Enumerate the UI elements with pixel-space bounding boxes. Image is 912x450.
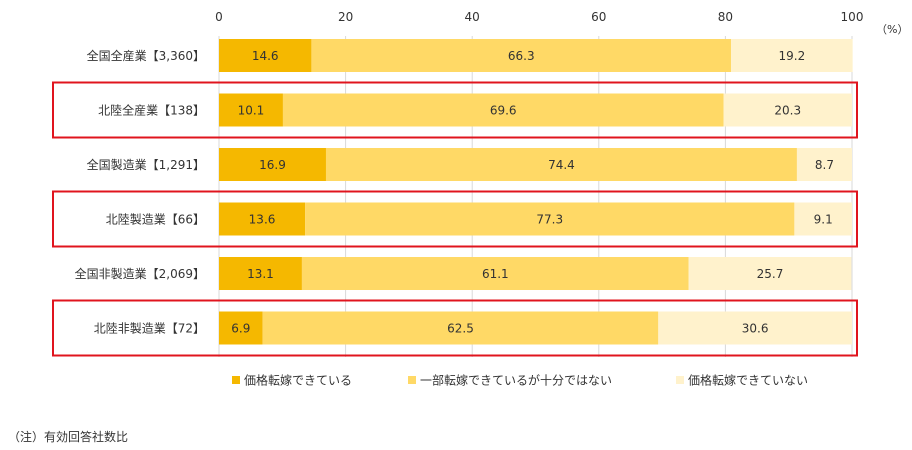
- data-label: 30.6: [742, 322, 769, 336]
- category-label: 全国全産業【3,360】: [87, 48, 205, 63]
- data-label: 61.1: [482, 267, 509, 281]
- bar-segment: [282, 93, 724, 127]
- highlight-box: [52, 81, 858, 139]
- data-label: 16.9: [259, 158, 286, 172]
- data-label: 9.1: [814, 213, 833, 227]
- bar-segment: [311, 39, 732, 72]
- gridlines: [218, 36, 853, 357]
- legend-swatch: [676, 376, 684, 384]
- bar-row: 北陸非製造業【72】 6.9 62.5 30.6: [94, 311, 852, 345]
- data-label: 74.4: [548, 158, 575, 172]
- highlight-box: [52, 299, 858, 357]
- legend-label: 一部転嫁できているが十分ではない: [420, 373, 612, 388]
- data-label: 77.3: [536, 213, 563, 227]
- stacked-bar-chart: 0 20 40 60 80 100 （%） 全国全産業【3,360】 14.6 66.3 19.…: [52, 10, 908, 388]
- bar-row: 全国全産業【3,360】 14.6 66.3 19.2: [87, 39, 853, 72]
- data-label: 62.5: [447, 322, 474, 336]
- x-tick-label: 20: [338, 10, 353, 24]
- bar-row: 全国製造業【1,291】 16.9 74.4 8.7: [87, 148, 852, 181]
- bar-segment: [325, 148, 797, 181]
- category-label: 北陸製造業【66】: [106, 213, 205, 227]
- bar-segment: [219, 257, 302, 290]
- x-tick-label: 60: [591, 10, 606, 24]
- data-label: 20.3: [774, 104, 801, 118]
- data-label: 10.1: [238, 104, 265, 118]
- legend-swatch: [232, 376, 240, 384]
- footnote: （注）有効回答社数比: [8, 430, 129, 444]
- x-axis-ticks: 0 20 40 60 80 100: [215, 10, 863, 24]
- legend-label: 価格転嫁できている: [244, 373, 352, 388]
- bar-segment: [301, 257, 689, 290]
- x-tick-label: 40: [465, 10, 480, 24]
- data-label: 6.9: [231, 322, 250, 336]
- bar-segment: [219, 39, 312, 72]
- data-label: 69.6: [490, 104, 517, 118]
- x-tick-label: 0: [215, 10, 223, 24]
- data-label: 13.1: [247, 267, 274, 281]
- legend-item: 価格転嫁できている: [232, 373, 352, 388]
- category-label: 北陸全産業【138】: [98, 103, 205, 118]
- data-label: 14.6: [252, 49, 279, 63]
- data-label: 19.2: [779, 49, 806, 63]
- bar-segment: [688, 257, 852, 290]
- bar-row: 北陸全産業【138】 10.1 69.6 20.3: [98, 93, 852, 127]
- data-label: 66.3: [508, 49, 535, 63]
- highlight-boxes: [52, 81, 858, 357]
- data-label: 25.7: [757, 267, 784, 281]
- category-label: 全国製造業【1,291】: [87, 157, 205, 172]
- bar-segment: [219, 93, 283, 127]
- bar-segment: [219, 202, 306, 236]
- bar-segment: [305, 202, 795, 236]
- unit-label: （%）: [876, 23, 908, 36]
- legend-item: 一部転嫁できているが十分ではない: [408, 373, 612, 388]
- bar-row: 全国非製造業【2,069】 13.1 61.1 25.7: [75, 257, 852, 290]
- bar-segment: [219, 148, 326, 181]
- category-label: 全国非製造業【2,069】: [75, 266, 205, 281]
- bar-segment: [262, 311, 659, 345]
- legend: 価格転嫁できている 一部転嫁できているが十分ではない 価格転嫁できていない: [232, 373, 808, 388]
- highlight-box: [52, 190, 858, 248]
- legend-swatch: [408, 376, 416, 384]
- bar-segment: [796, 148, 852, 181]
- bar-segment: [658, 311, 852, 345]
- legend-label: 価格転嫁できていない: [688, 373, 808, 388]
- bar-segment: [219, 311, 263, 345]
- bar-rows: 全国全産業【3,360】 14.6 66.3 19.2 北陸全産業【138】 10.1 69…: [75, 39, 853, 345]
- bar-segment: [731, 39, 853, 72]
- category-label: 北陸非製造業【72】: [94, 322, 205, 336]
- data-label: 13.6: [249, 213, 276, 227]
- bar-row: 北陸製造業【66】 13.6 77.3 9.1: [106, 202, 852, 236]
- legend-item: 価格転嫁できていない: [676, 373, 808, 388]
- bar-segment: [723, 93, 852, 127]
- x-tick-label: 80: [718, 10, 733, 24]
- bar-segment: [794, 202, 852, 236]
- data-label: 8.7: [815, 158, 834, 172]
- x-tick-label: 100: [841, 10, 864, 24]
